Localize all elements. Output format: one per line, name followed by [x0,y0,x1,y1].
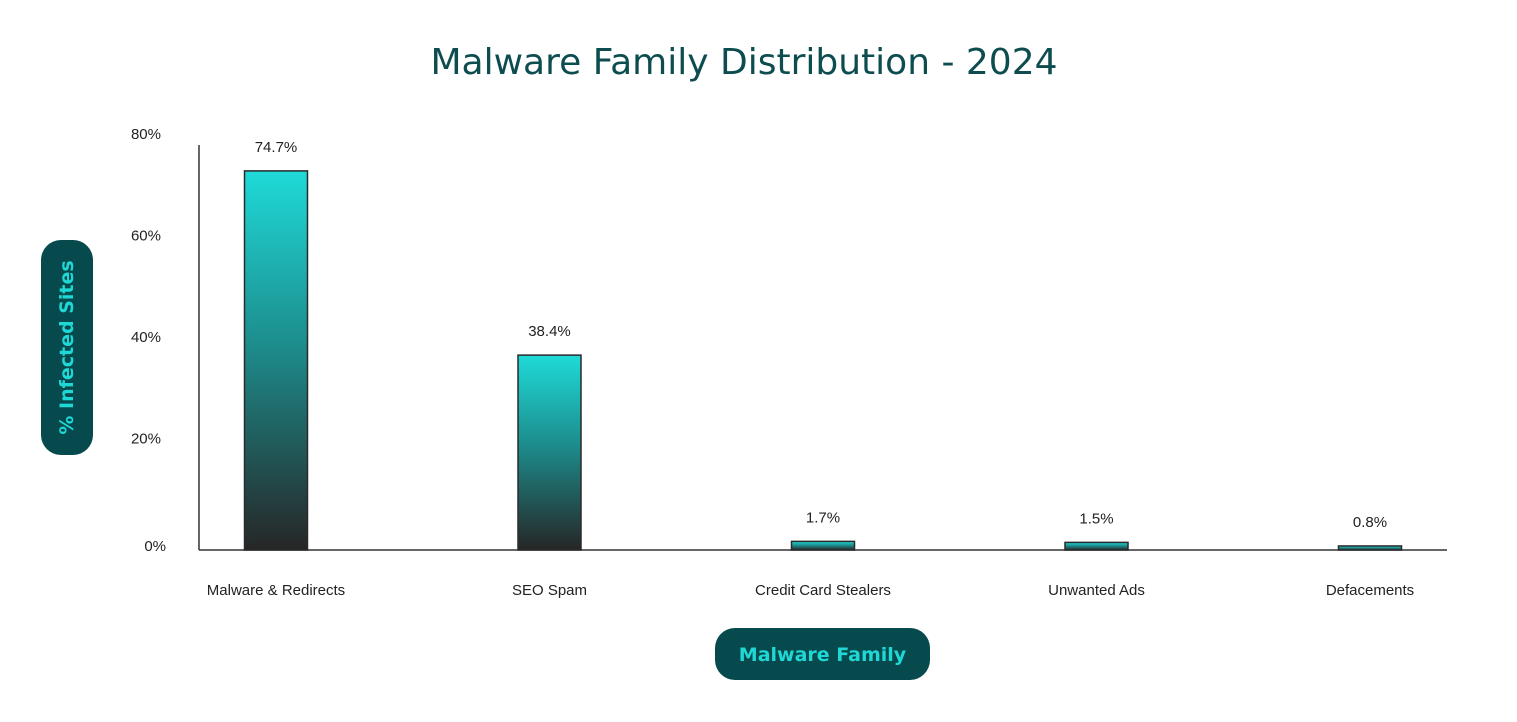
bar-value-label: 0.8% [1353,514,1387,531]
bar-value-label: 1.5% [1079,510,1113,527]
x-axis-label-background [715,628,930,680]
x-ticks: Malware & Redirects SEO Spam Credit Card S… [207,582,1414,599]
bars [243,170,1403,551]
value-labels: 74.7% 38.4% 1.7% 1.5% 0.8% [255,139,1387,531]
y-tick-label: 80% [131,126,161,143]
x-tick-label: Unwanted Ads [1048,582,1145,599]
x-tick-label: Credit Card Stealers [755,582,891,599]
bar [243,170,309,551]
chart-title: Malware Family Distribution - 2024 [430,42,1057,83]
bar-value-label: 74.7% [255,139,298,156]
bar [790,540,856,551]
bar-value-label: 38.4% [528,323,571,340]
y-axis-label: % Infected Sites [56,260,78,434]
x-axis-label: Malware Family [739,644,907,666]
y-ticks: 0% 20% 40% 60% 80% [131,126,166,555]
bar [517,354,582,551]
y-tick-label: 40% [131,329,161,346]
bar [1337,545,1403,551]
x-axis-label-pill: Malware Family [715,628,930,680]
x-tick-label: Defacements [1326,582,1414,599]
y-tick-label: 20% [131,431,161,448]
bar [1064,541,1129,551]
y-axis-label-background [41,240,93,455]
x-tick-label: Malware & Redirects [207,582,345,599]
bar-value-label: 1.7% [806,509,840,526]
y-axis-label-pill: % Infected Sites [41,240,93,455]
x-tick-label: SEO Spam [512,582,587,599]
y-tick-label: 60% [131,228,161,245]
y-tick-label: 0% [144,538,166,555]
